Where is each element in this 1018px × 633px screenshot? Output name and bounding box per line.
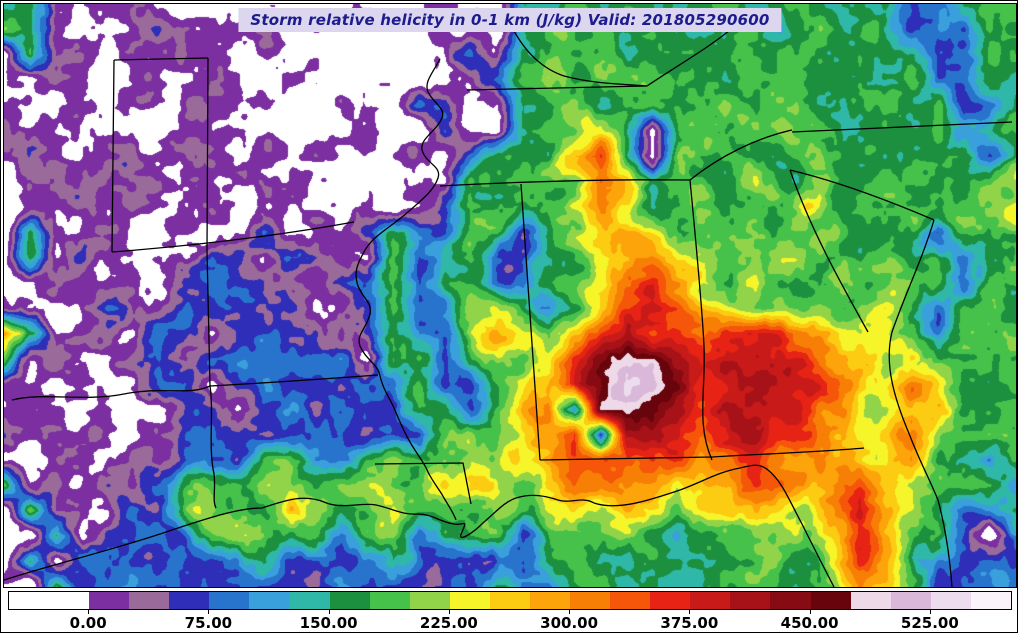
colorbar-segment xyxy=(770,592,811,609)
colorbar-segment xyxy=(209,592,250,609)
colorbar-segment xyxy=(369,592,410,609)
colorbar-segment xyxy=(49,592,90,609)
colorbar-segment xyxy=(89,592,130,609)
colorbar-ticks: 0.00 75.00 150.00 225.00 300.00 375.00 450.00 5… xyxy=(8,610,1010,632)
colorbar-segment xyxy=(329,592,370,609)
colorbar-tick-label: 75.00 xyxy=(184,614,233,632)
map-title: Storm relative helicity in 0-1 km (J/kg)… xyxy=(238,8,782,32)
colorbar-segment xyxy=(129,592,170,609)
helicity-field-canvas xyxy=(4,4,1016,587)
colorbar-tickmark xyxy=(569,610,571,614)
colorbar-segment xyxy=(9,592,50,609)
colorbar-tickmark xyxy=(929,610,931,614)
colorbar-tickmark xyxy=(809,610,811,614)
colorbar-tick-label: 375.00 xyxy=(660,614,719,632)
colorbar-segment xyxy=(610,592,651,609)
colorbar-segment xyxy=(449,592,490,609)
colorbar-tick-label: 525.00 xyxy=(900,614,959,632)
colorbar-segment xyxy=(730,592,771,609)
colorbar-tick-label: 225.00 xyxy=(419,614,478,632)
colorbar-segment xyxy=(169,592,210,609)
colorbar xyxy=(8,591,1012,610)
colorbar-segment xyxy=(850,592,891,609)
colorbar-segment xyxy=(650,592,691,609)
colorbar-tick-label: 300.00 xyxy=(540,614,599,632)
colorbar-segment xyxy=(409,592,450,609)
colorbar-segment xyxy=(970,592,1011,609)
colorbar-segment xyxy=(570,592,611,609)
colorbar-segment xyxy=(930,592,971,609)
colorbar-tickmark xyxy=(448,610,450,614)
colorbar-segment xyxy=(890,592,931,609)
colorbar-tick-label: 150.00 xyxy=(299,614,358,632)
colorbar-tick-label: 0.00 xyxy=(69,614,107,632)
colorbar-tickmark xyxy=(88,610,90,614)
colorbar-segment xyxy=(249,592,290,609)
colorbar-tickmark xyxy=(208,610,210,614)
colorbar-segment xyxy=(489,592,531,609)
colorbar-segment xyxy=(530,592,571,609)
colorbar-segment xyxy=(810,592,851,609)
map-area: Storm relative helicity in 0-1 km (J/kg)… xyxy=(3,3,1017,588)
colorbar-tickmark xyxy=(689,610,691,614)
colorbar-segment xyxy=(289,592,330,609)
colorbar-tickmark xyxy=(328,610,330,614)
colorbar-tick-label: 450.00 xyxy=(780,614,839,632)
colorbar-segment xyxy=(690,592,731,609)
